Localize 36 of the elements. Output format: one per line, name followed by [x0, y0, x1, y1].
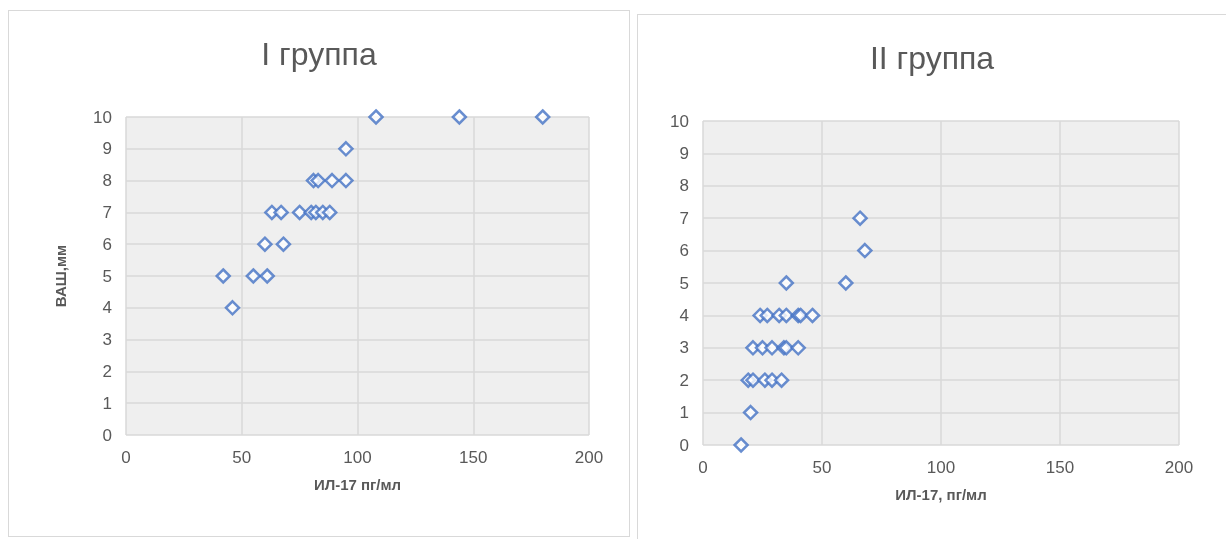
y-tick-label: 1	[102, 393, 112, 413]
y-tick-label: 2	[679, 370, 689, 390]
x-tick-label: 100	[343, 448, 372, 467]
x-tick-label: 200	[1164, 458, 1194, 477]
x-tick-label: 0	[698, 458, 708, 477]
x-tick-label: 50	[812, 458, 832, 477]
y-axis-title: ВАШ,мм	[52, 244, 69, 308]
y-tick-label: 8	[102, 171, 112, 191]
y-tick-label: 9	[102, 139, 112, 159]
y-tick-label: 5	[679, 273, 689, 293]
chart-title: II группа	[869, 40, 995, 76]
chart-title: I группа	[261, 36, 377, 72]
y-tick-label: 8	[679, 176, 689, 196]
y-tick-label: 9	[679, 143, 689, 163]
y-tick-label: 3	[102, 330, 112, 350]
x-tick-label: 0	[121, 448, 131, 467]
x-axis-title: ИЛ-17, пг/мл	[895, 486, 987, 503]
x-tick-label: 150	[459, 448, 488, 467]
x-tick-label: 200	[574, 448, 604, 467]
y-tick-label: 6	[102, 234, 112, 254]
y-tick-label: 4	[102, 298, 112, 318]
x-tick-label: 100	[926, 458, 956, 477]
y-tick-label: 4	[679, 305, 689, 325]
y-tick-label: 10	[93, 107, 112, 127]
y-tick-label: 6	[679, 241, 689, 261]
x-tick-label: 150	[1045, 458, 1075, 477]
x-tick-label: 50	[232, 448, 252, 467]
x-axis-title: ИЛ-17 пг/мл	[313, 476, 402, 493]
y-tick-label: 1	[679, 403, 689, 423]
y-tick-label: 7	[102, 202, 112, 222]
y-tick-label: 5	[102, 266, 112, 286]
y-tick-label: 3	[679, 338, 689, 358]
y-tick-label: 10	[670, 111, 689, 131]
y-tick-label: 2	[102, 361, 112, 381]
y-tick-label: 7	[679, 208, 689, 228]
y-tick-label: 0	[102, 425, 112, 445]
